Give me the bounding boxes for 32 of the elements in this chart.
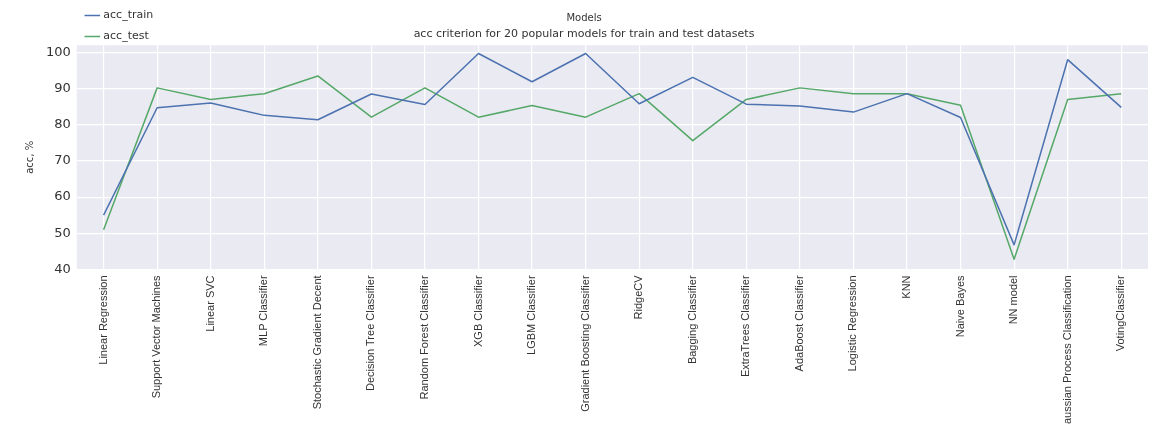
legend-label: acc_train bbox=[103, 8, 154, 22]
x-tick-label: RidgeCV bbox=[632, 274, 645, 320]
x-tick-label: NN model bbox=[1007, 275, 1020, 325]
y-axis-title: acc, % bbox=[23, 140, 35, 174]
x-tick-label: Gradient Boosting Classifier bbox=[578, 275, 591, 412]
x-tick-label: Linear Regression bbox=[96, 275, 109, 365]
x-tick-label: LGBM Classifier bbox=[525, 275, 538, 355]
x-tick-label: Stochastic Gradient Decent bbox=[310, 275, 323, 410]
y-tick-label: 90 bbox=[54, 79, 71, 95]
x-tick-label: XGB Classifier bbox=[471, 275, 484, 347]
y-tick-label: 40 bbox=[54, 260, 71, 276]
x-tick-label: Decision Tree Classifier bbox=[364, 275, 377, 391]
x-tick-label: Linear SVC bbox=[203, 275, 216, 332]
y-tick-label: 80 bbox=[54, 116, 71, 132]
x-axis-title: Models bbox=[566, 11, 602, 23]
x-tick-label: aussian Process Classification bbox=[1060, 275, 1073, 425]
x-tick-label: VotingClassifier bbox=[1114, 275, 1127, 352]
chart-title: acc criterion for 20 popular models for train and test datasets bbox=[413, 27, 755, 41]
x-tick-label: Naive Bayes bbox=[953, 274, 966, 338]
x-tick-label: MLP Classifier bbox=[257, 275, 270, 347]
y-tick-label: 70 bbox=[54, 152, 71, 168]
y-tick-label: 60 bbox=[54, 188, 71, 204]
legend-label: acc_test bbox=[103, 29, 150, 43]
x-tick-label: Random Forest Classifier bbox=[417, 275, 430, 400]
x-tick-label: Support Vector Machines bbox=[150, 274, 163, 399]
x-tick-label: Logistic Regression bbox=[846, 275, 859, 372]
y-tick-label: 100 bbox=[45, 43, 71, 59]
x-tick-label: Bagging Classifier bbox=[685, 275, 698, 365]
x-tick-label: ExtraTrees Classifier bbox=[739, 275, 752, 378]
x-tick-label: AdaBoost Classifier bbox=[792, 275, 805, 372]
y-tick-label: 50 bbox=[54, 224, 71, 240]
x-tick-label: KNN bbox=[900, 275, 913, 299]
